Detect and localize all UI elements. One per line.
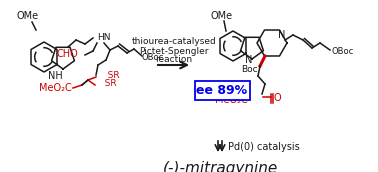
Text: Boc: Boc (241, 66, 257, 74)
Text: SR: SR (96, 79, 117, 89)
Text: N: N (245, 55, 253, 65)
Text: O: O (274, 93, 282, 103)
Text: Pd(0) catalysis: Pd(0) catalysis (228, 142, 300, 152)
Text: MeO₂C: MeO₂C (215, 95, 248, 105)
Text: N: N (278, 30, 286, 40)
Text: ee 89%: ee 89% (197, 83, 248, 96)
Text: OMe: OMe (17, 11, 39, 21)
Text: HN: HN (97, 33, 110, 41)
Text: thiourea-catalysed: thiourea-catalysed (132, 37, 216, 46)
Text: reaction: reaction (155, 56, 192, 64)
Text: SR: SR (99, 71, 119, 79)
Text: NH: NH (48, 71, 62, 81)
Text: (-)-mitragynine: (-)-mitragynine (163, 160, 277, 172)
Text: OBoc: OBoc (142, 53, 164, 62)
Text: OMe: OMe (211, 11, 233, 21)
Text: OBoc: OBoc (332, 47, 354, 56)
FancyBboxPatch shape (195, 80, 249, 99)
Text: Pictet-Spengler: Pictet-Spengler (139, 46, 209, 56)
Text: MeO₂C: MeO₂C (39, 83, 72, 93)
Text: CHO: CHO (56, 49, 78, 59)
